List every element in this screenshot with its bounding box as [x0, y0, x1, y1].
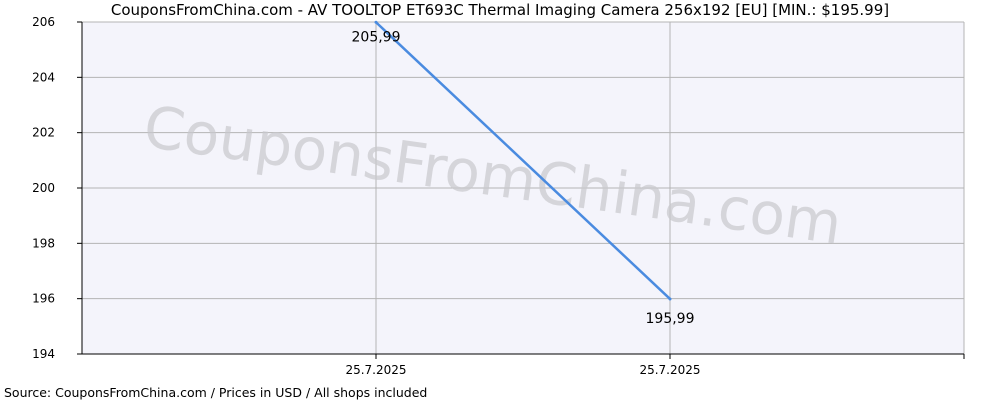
y-tick-label: 206 — [32, 15, 55, 29]
source-note: Source: CouponsFromChina.com / Prices in… — [4, 385, 428, 400]
chart-title: CouponsFromChina.com - AV TOOLTOP ET693C… — [110, 1, 890, 19]
y-tick-label: 196 — [32, 292, 55, 306]
y-tick-label: 194 — [32, 347, 55, 361]
data-point — [374, 20, 378, 24]
y-tick-label: 204 — [32, 70, 55, 84]
data-label: 205,99 — [352, 29, 401, 45]
data-point — [668, 297, 672, 301]
y-tick-label: 200 — [32, 181, 55, 195]
series-layer — [374, 20, 672, 301]
y-tick-label: 198 — [32, 236, 55, 250]
x-tick-label: 25.7.2025 — [639, 363, 700, 377]
x-tick-label: 25.7.2025 — [345, 363, 406, 377]
axes — [77, 21, 965, 359]
y-tick-label: 202 — [32, 126, 55, 140]
data-label: 195,99 — [646, 311, 695, 327]
price-line — [375, 21, 671, 300]
labels: 194 196 198 200 202 204 206 25.7.2025 25.7.2025 2… — [32, 15, 700, 377]
